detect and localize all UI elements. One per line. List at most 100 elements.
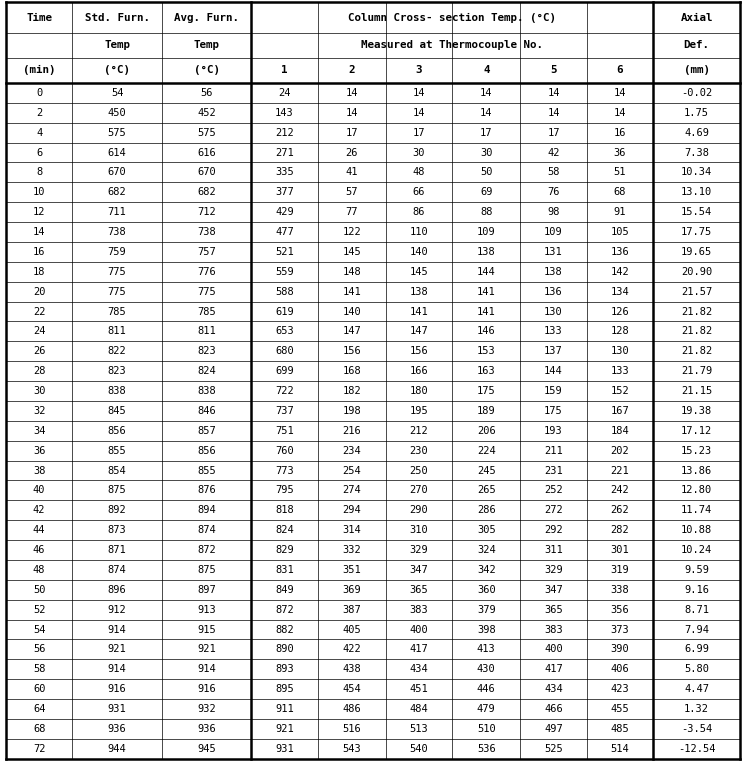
Text: 895: 895 [275, 684, 294, 694]
Text: 286: 286 [477, 505, 495, 515]
Text: 4: 4 [36, 128, 43, 138]
Text: 831: 831 [275, 565, 294, 575]
Text: 373: 373 [610, 625, 630, 635]
Text: 872: 872 [275, 605, 294, 615]
Text: 12: 12 [33, 207, 46, 217]
Text: 434: 434 [544, 684, 563, 694]
Text: 680: 680 [275, 346, 294, 356]
Text: 855: 855 [107, 446, 127, 456]
Text: 356: 356 [610, 605, 630, 615]
Text: 202: 202 [610, 446, 630, 456]
Text: 13.86: 13.86 [681, 466, 712, 476]
Text: 446: 446 [477, 684, 495, 694]
Text: 6.99: 6.99 [684, 645, 709, 654]
Text: 614: 614 [107, 148, 127, 158]
Text: 60: 60 [33, 684, 46, 694]
Text: 14: 14 [614, 88, 626, 98]
Text: 159: 159 [544, 386, 563, 396]
Text: 20.90: 20.90 [681, 267, 712, 277]
Text: 829: 829 [275, 545, 294, 555]
Text: 823: 823 [107, 366, 127, 376]
Text: 168: 168 [342, 366, 361, 376]
Text: 785: 785 [107, 307, 127, 317]
Text: 38: 38 [33, 466, 46, 476]
Text: 497: 497 [544, 724, 563, 734]
Text: 50: 50 [480, 167, 492, 177]
Text: 759: 759 [107, 247, 127, 257]
Text: 28: 28 [33, 366, 46, 376]
Text: 166: 166 [410, 366, 428, 376]
Text: 890: 890 [275, 645, 294, 654]
Text: 17: 17 [480, 128, 492, 138]
Text: 417: 417 [544, 664, 563, 674]
Text: 88: 88 [480, 207, 492, 217]
Text: 110: 110 [410, 227, 428, 237]
Text: 310: 310 [410, 525, 428, 535]
Text: 682: 682 [197, 187, 216, 197]
Text: 8.71: 8.71 [684, 605, 709, 615]
Text: 9.59: 9.59 [684, 565, 709, 575]
Text: 775: 775 [107, 287, 127, 297]
Text: 15.54: 15.54 [681, 207, 712, 217]
Text: 282: 282 [610, 525, 630, 535]
Text: 221: 221 [610, 466, 630, 476]
Text: Avg. Furn.: Avg. Furn. [174, 12, 239, 23]
Text: 52: 52 [33, 605, 46, 615]
Text: 20: 20 [33, 287, 46, 297]
Text: 144: 144 [477, 267, 495, 277]
Text: 142: 142 [610, 267, 630, 277]
Text: 405: 405 [342, 625, 361, 635]
Text: 122: 122 [342, 227, 361, 237]
Text: (mm): (mm) [683, 65, 709, 75]
Text: 54: 54 [33, 625, 46, 635]
Text: 272: 272 [544, 505, 563, 515]
Text: 849: 849 [275, 584, 294, 595]
Text: 484: 484 [410, 704, 428, 714]
Text: 206: 206 [477, 425, 495, 436]
Text: 21.82: 21.82 [681, 307, 712, 317]
Text: 653: 653 [275, 326, 294, 336]
Text: 383: 383 [544, 625, 563, 635]
Text: 32: 32 [33, 406, 46, 416]
Text: 824: 824 [197, 366, 216, 376]
Text: 1: 1 [281, 65, 288, 75]
Text: 4.47: 4.47 [684, 684, 709, 694]
Text: 575: 575 [197, 128, 216, 138]
Text: 855: 855 [197, 466, 216, 476]
Text: 10.24: 10.24 [681, 545, 712, 555]
Text: 2: 2 [348, 65, 355, 75]
Text: 417: 417 [410, 645, 428, 654]
Text: 342: 342 [477, 565, 495, 575]
Text: 14: 14 [548, 88, 560, 98]
Text: 588: 588 [275, 287, 294, 297]
Text: 422: 422 [342, 645, 361, 654]
Text: Def.: Def. [683, 40, 709, 50]
Text: 616: 616 [197, 148, 216, 158]
Text: 874: 874 [197, 525, 216, 535]
Text: 737: 737 [275, 406, 294, 416]
Text: 234: 234 [342, 446, 361, 456]
Text: 400: 400 [544, 645, 563, 654]
Text: Temp: Temp [104, 40, 130, 50]
Text: -12.54: -12.54 [678, 743, 715, 754]
Text: 516: 516 [342, 724, 361, 734]
Text: Axial: Axial [680, 12, 713, 23]
Text: 14: 14 [548, 108, 560, 118]
Text: Column Cross- section Temp. (°C): Column Cross- section Temp. (°C) [348, 12, 557, 23]
Text: 347: 347 [544, 584, 563, 595]
Text: 10.88: 10.88 [681, 525, 712, 535]
Text: 36: 36 [614, 148, 626, 158]
Text: 513: 513 [410, 724, 428, 734]
Text: 265: 265 [477, 486, 495, 495]
Text: 916: 916 [197, 684, 216, 694]
Text: 230: 230 [410, 446, 428, 456]
Text: 57: 57 [345, 187, 358, 197]
Text: 857: 857 [197, 425, 216, 436]
Text: 871: 871 [107, 545, 127, 555]
Text: 143: 143 [275, 108, 294, 118]
Text: 5: 5 [551, 65, 557, 75]
Text: 147: 147 [342, 326, 361, 336]
Text: Time: Time [26, 12, 52, 23]
Text: 619: 619 [275, 307, 294, 317]
Text: 811: 811 [197, 326, 216, 336]
